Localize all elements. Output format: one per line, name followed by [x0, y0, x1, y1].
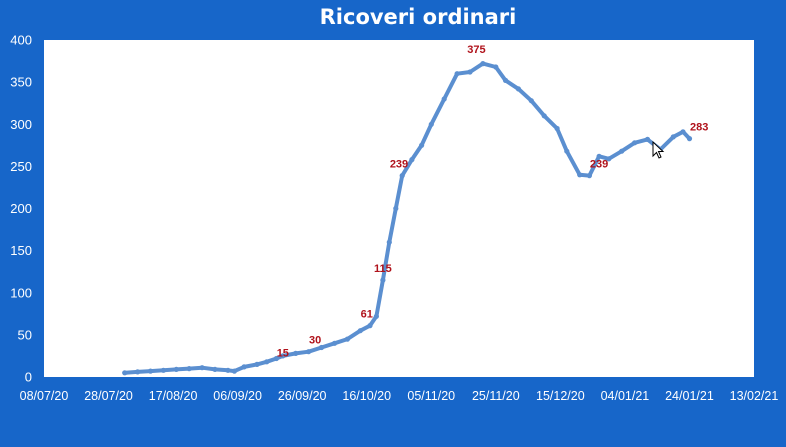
x-tick-label: 13/02/21: [730, 389, 779, 403]
data-point: [254, 361, 260, 367]
x-tick-label: 05/11/20: [407, 389, 455, 403]
y-tick-label: 150: [10, 243, 32, 258]
data-point: [467, 69, 473, 75]
data-point: [586, 173, 593, 179]
data-point: [632, 140, 638, 146]
mouse-cursor-icon: [652, 140, 665, 159]
x-tick-label: 06/09/20: [213, 389, 262, 403]
data-label: 15: [277, 347, 289, 359]
data-point: [212, 366, 218, 372]
x-tick-label: 28/07/20: [84, 389, 133, 403]
data-point: [686, 136, 693, 142]
data-point: [293, 350, 299, 356]
data-point: [606, 156, 612, 162]
data-point: [241, 364, 247, 370]
chart-title: Ricoveri ordinari: [320, 5, 517, 29]
x-tick-label: 04/01/21: [601, 389, 650, 403]
y-tick-label: 300: [10, 117, 32, 132]
data-point: [367, 323, 373, 329]
x-tick-label: 26/09/20: [278, 389, 327, 403]
y-tick-label: 100: [10, 285, 32, 300]
data-point: [670, 134, 676, 140]
x-tick-label: 17/08/20: [149, 389, 198, 403]
data-point: [454, 71, 460, 77]
data-point: [428, 121, 434, 127]
data-point: [409, 157, 415, 163]
data-point: [231, 368, 237, 374]
data-point: [564, 148, 570, 154]
data-point: [386, 239, 392, 245]
x-tick-label: 15/12/20: [536, 389, 585, 403]
data-point: [135, 369, 141, 375]
data-point: [493, 64, 499, 70]
data-point: [596, 153, 602, 159]
data-point: [528, 98, 534, 104]
data-point: [419, 142, 425, 148]
data-point: [160, 367, 166, 373]
data-label: 239: [390, 159, 408, 171]
data-point: [502, 77, 509, 83]
data-point: [318, 344, 325, 351]
data-point: [373, 313, 379, 319]
data-point: [399, 173, 405, 179]
y-tick-label: 350: [10, 75, 32, 90]
data-point: [644, 136, 651, 142]
data-point: [515, 86, 522, 92]
data-labels: 15 30 61 115 239 375 239 283: [277, 44, 709, 359]
y-axis: 0 50 100 150 200 250 300 350 400: [10, 33, 32, 385]
data-point: [273, 355, 279, 362]
y-tick-label: 250: [10, 159, 32, 174]
x-tick-label: 25/11/20: [472, 389, 520, 403]
data-point: [619, 148, 625, 154]
y-tick-label: 0: [25, 370, 32, 385]
data-point: [280, 353, 286, 359]
data-point: [264, 359, 270, 365]
x-axis: 08/07/20 28/07/20 17/08/20 06/09/20 26/09/20…: [20, 389, 779, 403]
data-point: [577, 172, 583, 178]
data-point: [680, 129, 686, 135]
data-point: [380, 277, 386, 283]
y-tick-label: 400: [10, 33, 32, 48]
x-tick-label: 08/07/20: [20, 389, 69, 403]
data-label: 61: [361, 309, 373, 321]
data-point: [344, 336, 350, 342]
x-tick-label: 16/10/20: [342, 389, 391, 403]
series-line: [122, 61, 692, 375]
y-tick-label: 50: [18, 327, 32, 342]
plot-area: [44, 40, 754, 377]
x-tick-label: 24/01/21: [665, 389, 714, 403]
data-point: [199, 365, 205, 371]
data-point: [554, 125, 560, 132]
data-label: 115: [374, 263, 392, 275]
data-point: [306, 349, 312, 355]
data-point: [393, 205, 399, 212]
data-point: [147, 368, 154, 374]
data-point: [541, 113, 547, 119]
data-point: [173, 366, 179, 372]
data-point: [357, 328, 363, 334]
data-point: [480, 61, 486, 67]
data-label: 30: [309, 335, 321, 347]
series: [122, 61, 693, 376]
data-point: [186, 366, 192, 372]
data-point: [122, 370, 128, 376]
data-label: 283: [690, 122, 708, 134]
data-label: 375: [467, 44, 485, 56]
y-tick-label: 200: [10, 201, 32, 216]
data-point: [225, 367, 231, 373]
data-point: [441, 96, 447, 102]
data-point: [331, 340, 338, 346]
data-label: 239: [590, 159, 608, 171]
